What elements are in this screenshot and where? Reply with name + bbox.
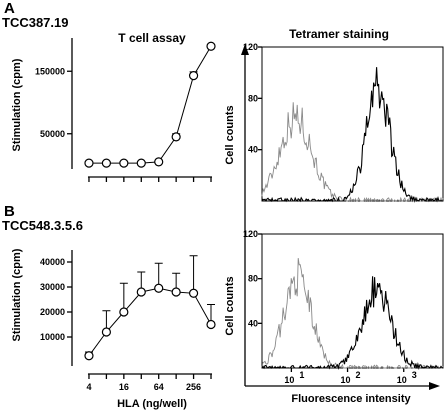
b-assay-x-tick-label-3: 256 <box>186 382 201 392</box>
tetramer-title: Tetramer staining <box>289 27 389 41</box>
b-assay-point-4 <box>154 283 164 293</box>
b-assay-point-1 <box>101 327 112 337</box>
b-assay-y-tick-label-0: 10000 <box>40 332 65 342</box>
a-assay-y-tick-label-1: 150000 <box>35 66 65 76</box>
ylabel-b-tetramer: Cell counts <box>224 276 236 335</box>
b-assay-x-tick-label-2: 64 <box>154 382 164 392</box>
clone-label-a: TCC387.19 <box>2 15 68 30</box>
a-assay-point-4 <box>154 157 164 167</box>
b-tetramer-y-tick-label-2: 120 <box>243 229 258 239</box>
a-assay-series-line <box>89 46 212 164</box>
a-assay-y-tick-label-0: 50000 <box>40 129 65 139</box>
b-tetramer-x-tick-label-2: 10 <box>397 375 407 385</box>
b-assay-y-tick-label-3: 40000 <box>40 257 65 267</box>
fluorescence-arrow-head <box>429 382 440 390</box>
a-assay-point-2 <box>119 158 129 168</box>
panel-label-b: B <box>4 203 15 220</box>
b-tetramer-x-tick-exp-2: 3 <box>412 370 417 380</box>
a-tetramer-histogram-grey <box>261 102 444 203</box>
ylabel-a-assay: Stimulation (cpm) <box>11 58 23 151</box>
assay-title: T cell assay <box>118 31 186 45</box>
clone-label-b: TCC548.3.5.6 <box>2 218 83 233</box>
b-tetramer-histogram-grey <box>261 258 444 370</box>
a-assay-point-6 <box>188 71 199 81</box>
b-tetramer-x-tick-exp-1: 2 <box>356 370 361 380</box>
b-assay-y-tick-label-1: 20000 <box>40 307 65 317</box>
a-assay-point-3 <box>136 158 146 168</box>
b-assay-x-tick-label-1: 16 <box>119 382 129 392</box>
b-assay-point-3 <box>136 287 146 297</box>
a-assay-point-7 <box>206 41 216 51</box>
b-assay-point-5 <box>171 287 181 297</box>
b-assay-point-6 <box>188 288 199 298</box>
b-assay-point-2 <box>119 307 129 317</box>
a-assay-point-0 <box>84 158 94 168</box>
b-tetramer-x-tick-exp-0: 1 <box>299 370 304 380</box>
xlabel-b-assay: HLA (ng/well) <box>117 398 187 410</box>
ylabel-a-tetramer: Cell counts <box>224 105 236 164</box>
b-assay-point-7 <box>206 319 216 330</box>
b-tetramer-y-tick-label-1: 80 <box>248 274 258 284</box>
b-assay-point-0 <box>84 351 94 361</box>
b-tetramer-y-tick-label-0: 40 <box>248 318 258 328</box>
ylabel-b-assay: Stimulation (cpm) <box>11 248 23 341</box>
b-assay-series-line <box>88 287 212 357</box>
plots-layer: 50000 150000 10000 20000 30000 40000 4 16 64 256 4… <box>35 38 444 392</box>
b-tetramer-x-tick-label-0: 10 <box>284 375 294 385</box>
a-tetramer-y-tick-label-2: 120 <box>243 42 258 52</box>
b-tetramer-frame <box>261 233 444 369</box>
cell-count-arrow-head <box>241 44 249 55</box>
a-tetramer-y-tick-label-0: 40 <box>248 145 258 155</box>
b-assay-y-tick-label-2: 30000 <box>40 282 65 292</box>
a-tetramer-histogram-black <box>261 67 443 203</box>
b-tetramer-x-tick-label-1: 10 <box>341 375 351 385</box>
a-tetramer-frame <box>261 46 444 202</box>
a-assay-point-1 <box>101 158 112 168</box>
b-tetramer-histogram-black <box>261 276 444 371</box>
panel-label-a: A <box>4 0 15 17</box>
a-assay-point-5 <box>171 132 181 142</box>
b-assay-x-tick-label-0: 4 <box>86 382 91 392</box>
xlabel-b-tetramer: Fluorescence intensity <box>291 393 411 405</box>
a-tetramer-y-tick-label-1: 80 <box>248 93 258 103</box>
